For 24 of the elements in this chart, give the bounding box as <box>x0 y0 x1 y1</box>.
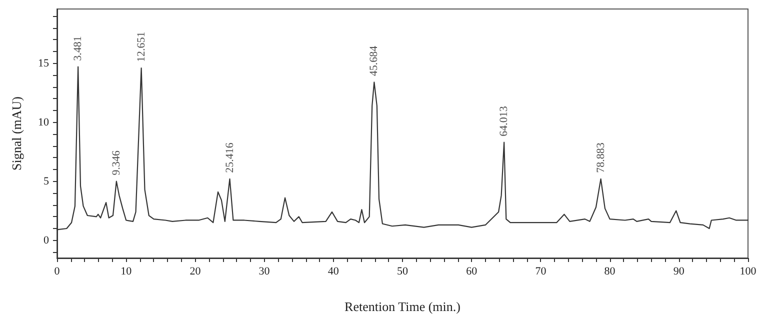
x-tick-label: 30 <box>258 266 270 278</box>
x-tick-label: 40 <box>328 266 340 278</box>
x-tick-label: 70 <box>535 266 547 278</box>
y-tick-label: 10 <box>38 116 50 128</box>
x-tick-label: 80 <box>604 266 616 278</box>
annotation: 45.684 <box>368 45 380 76</box>
y-tick-label: 15 <box>38 57 50 70</box>
annotation: 78.883 <box>594 142 607 173</box>
annotation: 25.416 <box>224 142 236 173</box>
annotation: 12.651 <box>135 32 148 62</box>
x-tick-label: 10 <box>120 266 132 278</box>
x-tick-label: 60 <box>466 266 478 278</box>
annotation: 3.481 <box>72 36 84 61</box>
x-tick-label: 50 <box>397 266 408 278</box>
y-tick-label: 0 <box>44 234 50 246</box>
x-tick-label: 20 <box>190 266 202 278</box>
y-axis-title: Signal (mAU) <box>9 96 24 171</box>
y-tick-label: 5 <box>44 175 50 188</box>
annotation: 64.013 <box>498 106 510 136</box>
annotation: 9.346 <box>110 150 122 176</box>
x-axis-title: Retention Time (min.) <box>344 299 460 314</box>
x-tick-label: 100 <box>740 266 757 278</box>
x-tick-label: 90 <box>673 266 685 278</box>
x-tick-label: 0 <box>54 266 60 278</box>
